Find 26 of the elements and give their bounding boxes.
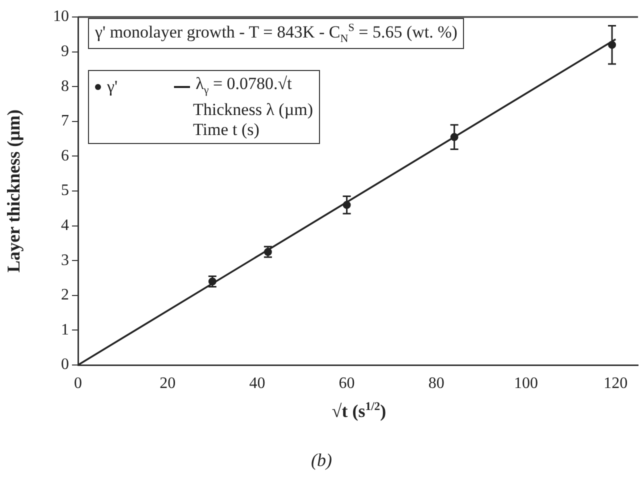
legend-label: λ$_{γ}$ = 0.0780.√t [196, 74, 292, 98]
text: (b) [310, 450, 333, 471]
chart-title: γ' monolayer growth - T = 843K - C$_{N}$$^{S}$ = 5.65 (wt. %) [88, 18, 464, 50]
x-tick-label: 0 [74, 374, 82, 392]
y-tick-label: 2 [61, 286, 69, 304]
y-tick-label: 0 [61, 356, 69, 374]
y-tick-label: 5 [61, 182, 69, 200]
x-tick-label: 120 [604, 374, 628, 392]
x-tick-label: 100 [514, 374, 538, 392]
y-tick-label: 8 [61, 78, 69, 95]
x-tick-label: 20 [160, 374, 176, 392]
x-axis-title: √t (s$^{1/2}$) [330, 400, 388, 422]
annotation: Thickness λ (µm) [192, 100, 314, 120]
y-tick-label: 4 [61, 217, 69, 234]
y-tick-label: 7 [61, 112, 69, 130]
annotation: Time t (s) [192, 120, 260, 140]
y-tick-label: 1 [61, 321, 69, 338]
y-tick-label: 10 [53, 8, 69, 26]
x-tick-label: 60 [338, 374, 355, 392]
x-tick-label: 40 [249, 374, 266, 392]
y-axis-title: Layer thickness (µm) [3, 109, 24, 273]
y-tick-label: 9 [61, 43, 69, 60]
x-tick-label: 80 [428, 374, 444, 392]
legend-label: γ' [107, 77, 118, 98]
y-tick-label: 3 [61, 252, 69, 269]
y-tick-label: 6 [61, 147, 69, 164]
